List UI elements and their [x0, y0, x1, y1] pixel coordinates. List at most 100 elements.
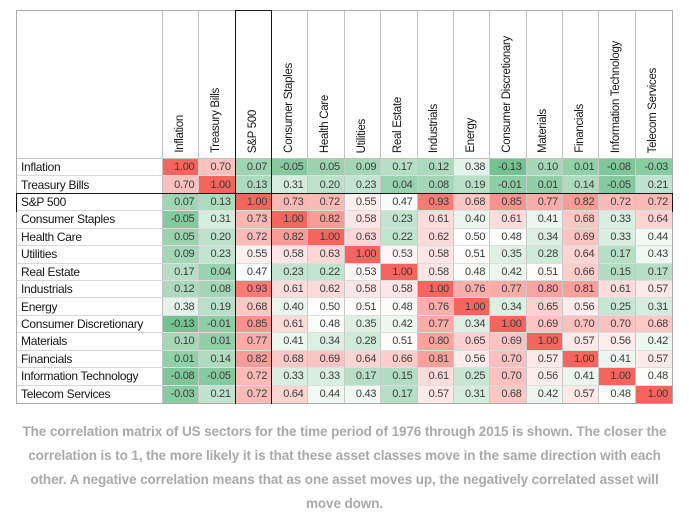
matrix-cell: 0.57: [526, 350, 563, 369]
matrix-cell: -0.03: [163, 385, 200, 403]
matrix-cell: 0.48: [490, 228, 527, 247]
matrix-cell: 0.33: [272, 368, 309, 386]
matrix-cell: 0.80: [526, 281, 563, 299]
matrix-corner-cell: [17, 11, 163, 159]
matrix-cell: 0.12: [163, 281, 200, 299]
row-label: Inflation: [17, 159, 163, 177]
matrix-cell: 0.41: [272, 333, 309, 351]
matrix-cell: 0.69: [562, 228, 600, 247]
matrix-cell: 0.51: [344, 298, 382, 316]
matrix-cell: 0.66: [381, 350, 418, 369]
matrix-cell: 0.66: [562, 263, 600, 281]
matrix-cell: 0.65: [453, 333, 491, 351]
matrix-cell: 0.70: [163, 176, 200, 194]
matrix-cell: 0.73: [235, 211, 273, 229]
matrix-cell: 0.25: [599, 298, 636, 316]
matrix-cell: 0.51: [381, 333, 418, 351]
column-header-label: Materials: [537, 109, 550, 153]
matrix-cell: 0.31: [453, 385, 491, 403]
matrix-cell: 0.23: [272, 263, 309, 281]
matrix-cell: 0.22: [308, 263, 345, 281]
matrix-cell: 0.58: [272, 246, 309, 264]
matrix-cell: 0.57: [562, 385, 600, 403]
matrix-cell: 0.57: [417, 385, 454, 403]
matrix-cell: 0.41: [526, 211, 563, 229]
matrix-cell: 0.69: [308, 350, 345, 369]
matrix-cell: 0.70: [562, 315, 600, 334]
matrix-cell: 0.72: [235, 385, 273, 403]
column-header: Consumer Staples: [272, 11, 309, 159]
matrix-cell: 0.23: [344, 176, 382, 194]
matrix-cell: 0.70: [599, 315, 636, 334]
matrix-cell: 0.58: [344, 281, 382, 299]
matrix-cell: 0.57: [562, 333, 600, 351]
column-header-label: S&P 500: [246, 109, 259, 153]
matrix-cell: 0.85: [235, 315, 273, 334]
matrix-cell: 0.58: [381, 281, 418, 299]
matrix-cell: 0.13: [199, 193, 236, 212]
matrix-cell: 0.68: [490, 385, 527, 403]
matrix-cell: 1.00: [526, 333, 563, 351]
matrix-cell: 0.64: [344, 350, 382, 369]
matrix-cell: 0.12: [417, 159, 454, 177]
matrix-cell: 0.48: [381, 298, 418, 316]
matrix-cell: 0.64: [635, 211, 672, 229]
matrix-cell: 0.62: [417, 228, 454, 247]
matrix-cell: -0.13: [163, 315, 200, 334]
row-label: Industrials: [17, 281, 163, 299]
matrix-cell: 0.47: [235, 263, 273, 281]
column-header-label: Treasury Bills: [210, 87, 223, 153]
matrix-cell: 0.42: [381, 315, 418, 334]
column-header-label: Energy: [464, 118, 477, 153]
matrix-cell: 0.72: [635, 193, 672, 212]
row-label: Consumer Discretionary: [17, 315, 163, 334]
matrix-cell: 0.40: [272, 298, 309, 316]
matrix-cell: 0.17: [381, 159, 418, 177]
matrix-cell: 0.33: [599, 211, 636, 229]
matrix-cell: 0.23: [381, 211, 418, 229]
matrix-cell: 0.61: [417, 368, 454, 386]
matrix-cell: 0.93: [417, 193, 454, 212]
matrix-cell: 0.21: [199, 385, 236, 403]
matrix-cell: 0.85: [490, 193, 527, 212]
matrix-cell: 0.43: [344, 385, 382, 403]
matrix-cell: 0.09: [163, 246, 200, 264]
matrix-cell: 0.33: [599, 228, 636, 247]
column-header: Materials: [526, 11, 563, 159]
matrix-cell: 0.81: [562, 281, 600, 299]
matrix-cell: 0.68: [562, 211, 600, 229]
matrix-cell: 0.72: [599, 193, 636, 212]
matrix-cell: 0.40: [453, 211, 491, 229]
matrix-cell: 0.14: [562, 176, 600, 194]
column-header-label: Utilities: [355, 118, 368, 153]
row-label: Financials: [17, 350, 163, 369]
matrix-cell: -0.05: [599, 176, 636, 194]
matrix-cell: 0.62: [308, 281, 345, 299]
matrix-cell: 0.61: [272, 315, 309, 334]
matrix-cell: -0.05: [163, 211, 200, 229]
matrix-cell: 0.93: [235, 281, 273, 299]
matrix-cell: 0.61: [272, 281, 309, 299]
matrix-cell: 1.00: [344, 246, 382, 264]
matrix-cell: -0.13: [490, 159, 527, 177]
matrix-cell: 0.77: [417, 315, 454, 334]
matrix-cell: 0.68: [635, 315, 672, 334]
matrix-cell: 0.76: [417, 298, 454, 316]
matrix-cell: 0.28: [526, 246, 563, 264]
matrix-cell: 0.64: [272, 385, 309, 403]
matrix-cell: 0.23: [199, 246, 236, 264]
matrix-cell: 0.82: [272, 228, 309, 247]
matrix-cell: 0.04: [199, 263, 236, 281]
matrix-cell: 0.14: [199, 350, 236, 369]
matrix-cell: 0.80: [417, 333, 454, 351]
matrix-cell: 0.55: [344, 193, 382, 212]
column-header-label: Information Technology: [610, 40, 623, 153]
matrix-cell: 0.58: [344, 211, 382, 229]
matrix-cell: 0.10: [526, 159, 563, 177]
matrix-cell: 1.00: [235, 193, 273, 212]
matrix-cell: 0.61: [490, 211, 527, 229]
matrix-cell: 0.82: [235, 350, 273, 369]
matrix-cell: 0.34: [308, 333, 345, 351]
row-label: Materials: [17, 333, 163, 351]
matrix-cell: 0.51: [453, 246, 491, 264]
